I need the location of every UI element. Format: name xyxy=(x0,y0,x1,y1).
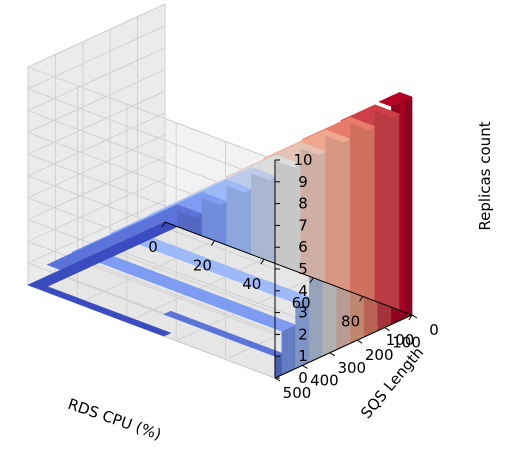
z-tick-label: 3 xyxy=(298,304,308,322)
grid-line-z xyxy=(26,177,276,335)
x-tick xyxy=(260,258,265,265)
x-tick-label: 20 xyxy=(193,257,212,275)
z-tick-label: 4 xyxy=(298,282,308,300)
z-tick-label: 10 xyxy=(293,151,312,169)
surface-cell xyxy=(342,116,376,131)
surface-cell xyxy=(138,323,172,337)
surface-cell xyxy=(317,129,352,143)
z-tick-label: 7 xyxy=(298,216,308,234)
x-tick xyxy=(309,277,314,284)
grid-line-z xyxy=(26,112,276,270)
y-tick xyxy=(356,339,363,344)
y-tick xyxy=(411,314,418,319)
y-tick-label: 500 xyxy=(283,384,312,402)
x-axis-label: RDS CPU (%) xyxy=(66,395,164,444)
z-tick-label: 2 xyxy=(298,325,308,343)
y-axis-line xyxy=(274,314,413,379)
grid-line-z xyxy=(26,47,276,205)
z-tick-label: 6 xyxy=(298,238,308,256)
y-tick xyxy=(329,352,336,357)
surface-step-face xyxy=(350,116,376,302)
surface-step-face xyxy=(374,104,400,311)
surface-cell xyxy=(293,141,327,156)
x-axis-line xyxy=(164,221,413,316)
z-tick-label: 0 xyxy=(298,369,308,387)
x-tick xyxy=(408,314,413,321)
y-tick xyxy=(302,364,308,369)
x-tick-label: 80 xyxy=(341,312,360,330)
surface-cell xyxy=(282,291,311,304)
x-tick xyxy=(359,296,364,302)
surface-step-face xyxy=(309,268,324,363)
y-tick xyxy=(384,327,390,332)
grid-line-z xyxy=(26,25,276,183)
surface-cell xyxy=(268,154,302,168)
z-tick-label: 9 xyxy=(298,173,308,191)
x-tick-label: 0 xyxy=(148,238,158,256)
surface-cell xyxy=(243,167,277,181)
y-tick-label: 300 xyxy=(337,359,366,377)
surface-cell xyxy=(169,204,203,218)
grid-line-z xyxy=(26,3,276,161)
surface-step-face xyxy=(275,154,302,274)
y-tick-label: 400 xyxy=(310,371,339,389)
surface-plot xyxy=(27,92,413,379)
y-tick-label: 0 xyxy=(429,321,439,339)
y-tick-label: 200 xyxy=(365,346,394,364)
x-tick xyxy=(161,221,166,228)
surface-cell xyxy=(392,92,413,101)
surface-step-face xyxy=(281,324,296,376)
surface-step-face xyxy=(325,129,351,293)
x-tick-label: 40 xyxy=(242,275,261,293)
x-tick-label: 60 xyxy=(292,294,311,312)
surface-step-face xyxy=(404,96,413,319)
x-tick xyxy=(210,240,215,246)
surface-cell xyxy=(219,179,253,193)
surface-cell xyxy=(268,319,297,332)
surface-cell xyxy=(194,191,228,206)
surface-step-face xyxy=(274,352,283,379)
grid-line-z xyxy=(26,156,276,314)
surface-cell xyxy=(367,104,401,118)
z-tick-label: 8 xyxy=(298,195,308,213)
surface-step-face xyxy=(251,167,277,265)
y-tick-label: 100 xyxy=(392,334,421,352)
z-tick-label: 1 xyxy=(298,347,308,365)
z-axis-label: Replicas count xyxy=(476,121,494,230)
x-tick-label: 100 xyxy=(386,331,415,349)
z-tick-label: 5 xyxy=(298,260,308,278)
